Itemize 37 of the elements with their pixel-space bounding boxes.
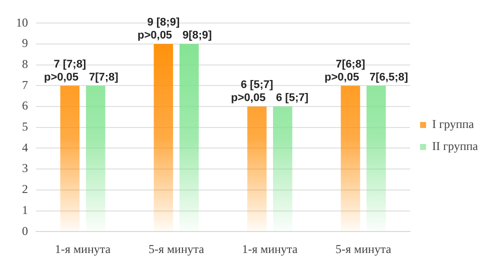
annotation: p>0,05	[138, 30, 172, 42]
x-tick-label: 1-я минута	[54, 242, 112, 256]
data-label: 9[8;9]	[182, 30, 212, 42]
data-label: 7[6,5;8]	[370, 71, 408, 84]
bar	[86, 86, 106, 232]
data-label: 7[6;8]	[336, 58, 366, 70]
y-tick-label: 7	[22, 78, 28, 92]
data-label: 7 [7;8]	[54, 58, 86, 70]
bar	[273, 106, 292, 232]
data-label: 7[7;8]	[88, 71, 119, 84]
bar	[247, 106, 267, 232]
bar	[154, 44, 174, 232]
bar	[366, 86, 386, 232]
y-tick-label: 8	[22, 57, 28, 72]
bar	[179, 44, 199, 232]
y-tick-label: 4	[22, 140, 28, 154]
y-tick-label: 3	[22, 161, 28, 176]
x-tick-label: 1-я минута	[242, 242, 298, 256]
data-label: 6 [5;7]	[240, 79, 274, 92]
bar	[60, 86, 80, 232]
y-tick-label: 1	[22, 202, 28, 217]
annotation: p>0,05	[44, 71, 79, 84]
y-tick-label: 10	[16, 15, 28, 30]
legend-label: II группа	[432, 139, 479, 154]
data-label: 6 [5;7]	[276, 92, 309, 104]
annotation: p>0,05	[231, 92, 266, 104]
y-tick-label: 0	[22, 224, 28, 238]
y-tick-label: 6	[22, 98, 28, 113]
y-tick-label: 5	[22, 120, 28, 134]
bar	[340, 86, 360, 232]
x-tick-label: 5-я минута	[335, 242, 392, 256]
y-tick-label: 2	[22, 182, 28, 196]
annotation: p>0,05	[324, 71, 360, 84]
y-tick-label: 9	[22, 36, 28, 50]
x-tick-label: 5-я минута	[148, 242, 205, 256]
legend-label: I группа	[432, 117, 475, 132]
data-label: 9 [8;9]	[147, 16, 180, 29]
